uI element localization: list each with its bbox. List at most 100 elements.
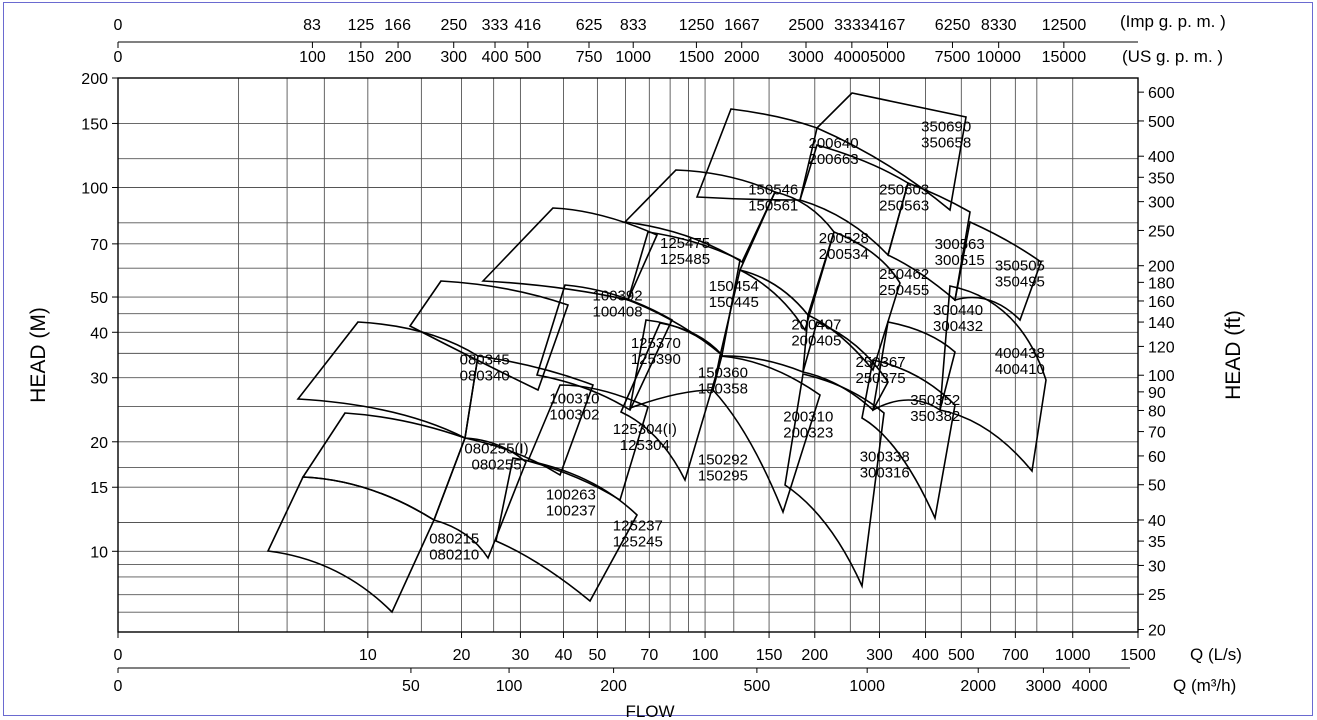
pump-model-label: 150546 xyxy=(748,181,798,198)
tick-label-ls: 50 xyxy=(589,647,607,664)
tick-label-usgpm: 15000 xyxy=(1042,49,1087,66)
tick-label-ls: 20 xyxy=(453,647,471,664)
tick-label-ls: 700 xyxy=(1002,647,1029,664)
tick-label-head-m: 200 xyxy=(81,71,108,88)
tick-label-impgpm: 6250 xyxy=(935,17,971,34)
tick-label-impgpm: 3333 xyxy=(834,17,870,34)
tick-label-usgpm: 200 xyxy=(385,49,412,66)
y-axis-title-left: HEAD (M) xyxy=(27,307,50,403)
pump-region-outline xyxy=(495,457,638,603)
pump-model-label: 400410 xyxy=(995,361,1045,378)
tick-label-ls: 1500 xyxy=(1120,647,1156,664)
tick-label-impgpm: 250 xyxy=(440,17,467,34)
tick-label-usgpm: 10000 xyxy=(976,49,1021,66)
tick-label-head-m: 30 xyxy=(90,371,108,388)
pump-model-label: 300440 xyxy=(933,302,983,319)
tick-label-ls: 150 xyxy=(756,647,783,664)
tick-label-m3h: 3000 xyxy=(1026,678,1062,695)
pump-model-label: 100392 xyxy=(593,287,643,304)
tick-label-usgpm: 4000 xyxy=(834,49,870,66)
pump-model-label: 350495 xyxy=(995,274,1045,291)
tick-label-m3h: 100 xyxy=(496,678,523,695)
pump-region-outline xyxy=(296,321,479,440)
tick-label-head-m: 70 xyxy=(90,237,108,254)
tick-label-m3h: 0 xyxy=(114,678,123,695)
pump-model-label: 200405 xyxy=(791,332,841,349)
pump-model-label: 150358 xyxy=(698,380,748,397)
tick-label-impgpm: 4167 xyxy=(870,17,906,34)
tick-label-usgpm: 0 xyxy=(114,49,123,66)
tick-label-usgpm: 7500 xyxy=(935,49,971,66)
tick-label-head-ft: 50 xyxy=(1148,478,1166,495)
pump-model-label: 250367 xyxy=(856,354,906,371)
tick-label-usgpm: 150 xyxy=(348,49,375,66)
tick-label-impgpm: 125 xyxy=(348,17,375,34)
tick-label-impgpm: 1667 xyxy=(724,17,760,34)
tick-label-impgpm: 1250 xyxy=(679,17,715,34)
tick-label-impgpm: 166 xyxy=(384,17,411,34)
pump-model-label: 200640 xyxy=(809,135,859,152)
pump-model-label: 200528 xyxy=(819,230,869,247)
tick-label-head-ft: 60 xyxy=(1148,449,1166,466)
pump-model-label: 080210 xyxy=(429,547,479,564)
pump-model-label: 125237 xyxy=(613,517,663,534)
tick-label-ls: 500 xyxy=(948,647,975,664)
tick-label-head-ft: 100 xyxy=(1148,368,1175,385)
pump-model-label: 300432 xyxy=(933,318,983,335)
tick-label-head-ft: 200 xyxy=(1148,259,1175,276)
pump-region-outline xyxy=(266,476,436,614)
x-axis-title: FLOW xyxy=(625,702,674,720)
tick-label-impgpm: 83 xyxy=(303,17,321,34)
pump-region-outline xyxy=(939,285,1047,473)
tick-label-ls: 1000 xyxy=(1055,647,1091,664)
tick-label-head-ft: 300 xyxy=(1148,195,1175,212)
pump-model-label: 250563 xyxy=(879,197,929,214)
tick-label-usgpm: 400 xyxy=(482,49,509,66)
pump-model-label: 300515 xyxy=(935,252,985,269)
pump-region-outline xyxy=(408,280,570,392)
pump-model-label: 250603 xyxy=(879,181,929,198)
tick-label-impgpm: 333 xyxy=(482,17,509,34)
tick-label-ls: 200 xyxy=(801,647,828,664)
tick-label-impgpm: 0 xyxy=(114,17,123,34)
pump-region-outline xyxy=(871,321,956,412)
pump-region-outline xyxy=(738,191,835,332)
tick-label-ls: 400 xyxy=(912,647,939,664)
tick-label-head-ft: 500 xyxy=(1148,114,1175,131)
tick-label-ls: 70 xyxy=(640,647,658,664)
chart-frame xyxy=(3,2,1313,716)
pump-model-label: 100263 xyxy=(546,487,596,504)
tick-label-usgpm: 1500 xyxy=(679,49,715,66)
tick-label-head-ft: 80 xyxy=(1148,403,1166,420)
pump-region-outline xyxy=(695,108,818,201)
pump-model-label: 080255(I) xyxy=(464,441,528,458)
pump-model-label: 200534 xyxy=(819,246,869,263)
pump-model-label: 125390 xyxy=(631,351,681,368)
tick-label-usgpm: 750 xyxy=(576,49,603,66)
tick-label-head-m: 20 xyxy=(90,435,108,452)
pump-model-label: 300316 xyxy=(860,465,910,482)
pump-model-label: 150445 xyxy=(709,294,759,311)
tick-label-head-ft: 160 xyxy=(1148,294,1175,311)
pump-region-outline xyxy=(861,359,956,521)
tick-label-impgpm: 833 xyxy=(620,17,647,34)
tick-label-usgpm: 1000 xyxy=(615,49,651,66)
pump-region-outline xyxy=(712,355,821,515)
pump-region-outline xyxy=(784,373,885,589)
pump-model-label: 150292 xyxy=(698,451,748,468)
tick-label-head-ft: 25 xyxy=(1148,587,1166,604)
pump-model-label: 350352 xyxy=(910,392,960,409)
tick-label-head-ft: 400 xyxy=(1148,149,1175,166)
pump-model-label: 150561 xyxy=(748,197,798,214)
tick-label-impgpm: 416 xyxy=(514,17,541,34)
pump-model-label: 250375 xyxy=(856,370,906,387)
pump-model-label: 350505 xyxy=(995,258,1045,275)
pump-model-label: 100302 xyxy=(549,407,599,424)
pump-model-label: 400438 xyxy=(995,345,1045,362)
pump-model-label: 150454 xyxy=(709,278,759,295)
tick-label-head-m: 40 xyxy=(90,325,108,342)
tick-label-head-m: 150 xyxy=(81,116,108,133)
axis-unit-impgpm: (Imp g. p. m. ) xyxy=(1120,12,1226,31)
tick-label-usgpm: 5000 xyxy=(870,49,906,66)
pump-region-outline xyxy=(464,355,595,477)
